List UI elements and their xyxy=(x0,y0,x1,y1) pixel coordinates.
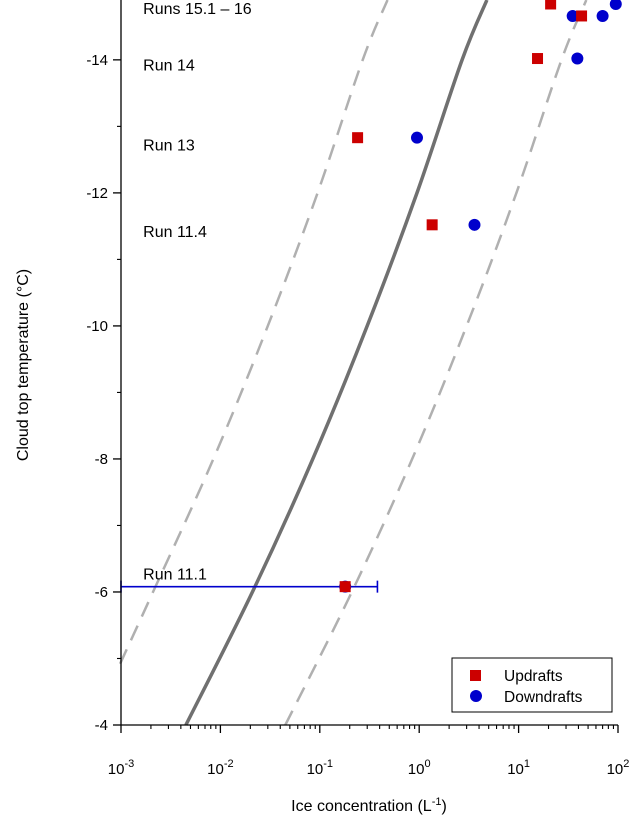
x-tick-label-2: 10-1 xyxy=(307,758,333,778)
downdraft-point-5 xyxy=(596,9,609,22)
y-tick-label-1: -6 xyxy=(95,584,108,601)
fit-curve-dashed-2 xyxy=(284,0,588,726)
points-layer xyxy=(339,0,622,593)
run-annotation-0: Runs 15.1 – 16 xyxy=(143,1,252,18)
y-tick-label-4: -12 xyxy=(86,185,108,202)
downdraft-point-1 xyxy=(468,218,481,231)
downdraft-point-2 xyxy=(410,131,423,144)
y-tick-label-0: -4 xyxy=(95,717,108,734)
annotations-layer: Runs 15.1 – 16 Run 14 Run 13 Run 11.4 Run 11… xyxy=(143,1,252,583)
y-tick-label-5: -14 xyxy=(86,52,108,69)
legend-downdrafts-label: Downdrafts xyxy=(504,689,583,706)
legend: Updrafts Downdrafts xyxy=(451,657,613,713)
downdraft-point-4 xyxy=(566,9,579,22)
fit-curve-solid-0 xyxy=(184,0,489,726)
x-tick-label-0: 10-3 xyxy=(108,758,134,778)
fit-curve-dashed-1 xyxy=(118,0,389,665)
axes-layer xyxy=(120,0,618,726)
x-ticks-layer: 10-3 10-2 10-1 100 101 102 xyxy=(108,725,630,778)
legend-updrafts-label: Updrafts xyxy=(504,668,563,685)
run-annotation-2: Run 13 xyxy=(143,137,195,154)
legend-downdrafts-marker xyxy=(470,690,482,702)
x-axis-title: Ice concentration (L-1) xyxy=(291,796,447,815)
y-ticks-layer: -4 -6 -8 -10 -12 -14 xyxy=(86,52,121,734)
downdraft-point-6 xyxy=(609,0,622,10)
x-tick-label-5: 102 xyxy=(607,758,630,778)
legend-box xyxy=(451,657,613,713)
curves-layer xyxy=(118,0,588,726)
run-annotation-4: Run 11.1 xyxy=(143,566,207,583)
x-tick-label-3: 100 xyxy=(408,758,431,778)
legend-updrafts-marker xyxy=(470,670,481,681)
updraft-point-0 xyxy=(339,581,351,593)
updraft-point-2 xyxy=(352,132,364,144)
x-tick-label-1: 10-2 xyxy=(207,758,233,778)
x-tick-label-4: 101 xyxy=(507,758,530,778)
run-annotation-1: Run 14 xyxy=(143,58,195,75)
y-tick-label-3: -10 xyxy=(86,318,108,335)
updraft-point-4 xyxy=(576,10,588,22)
run-annotation-3: Run 11.4 xyxy=(143,224,207,241)
y-tick-label-2: -8 xyxy=(95,451,108,468)
updraft-point-5 xyxy=(545,0,557,10)
updraft-point-1 xyxy=(426,219,438,231)
downdraft-point-3 xyxy=(571,52,584,65)
y-axis-title: Cloud top temperature (°C) xyxy=(15,269,32,461)
updraft-point-3 xyxy=(532,53,544,65)
